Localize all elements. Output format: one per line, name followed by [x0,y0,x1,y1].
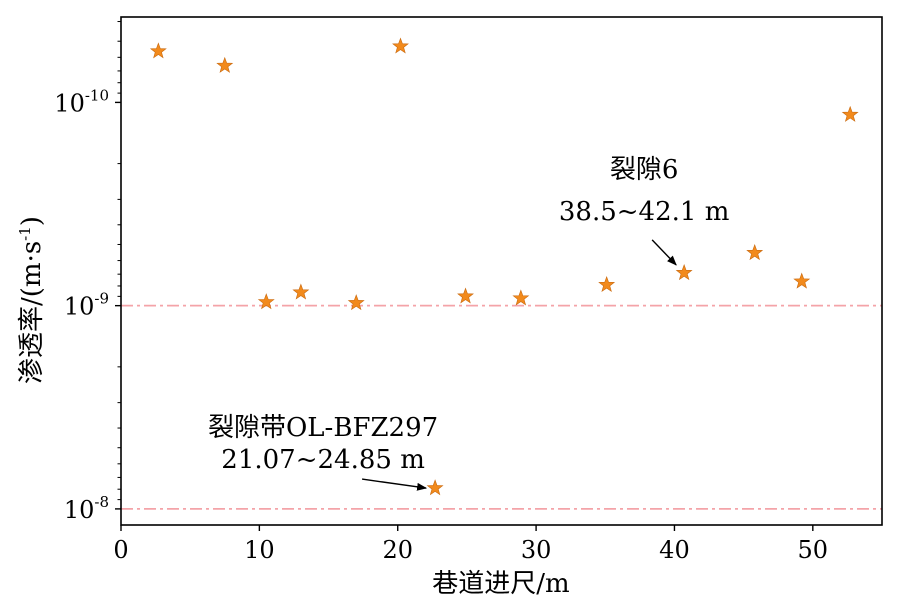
data-point-10 [746,244,764,261]
data-point-9 [675,264,693,281]
data-point-8 [598,275,616,293]
annotation-0-line-0: 裂隙6 [610,155,679,185]
y-axis-label-main: 渗透率/(m·s [17,241,47,384]
x-axis-ticks: 0 10 20 30 40 50 [113,525,828,564]
y-axis-label-close: ) [17,216,47,226]
y-tick-label-1: 10-9 [64,290,109,321]
y-tick-label-2: 10-8 [64,493,109,524]
data-point-13 [426,479,444,496]
data-point-5 [392,37,409,54]
annotation-arrow-0 [651,239,677,266]
data-point-0 [149,42,167,59]
data-point-6 [457,287,474,304]
plot-frame [120,16,883,526]
data-point-4 [347,294,365,311]
data-point-11 [793,272,811,289]
reference-lines [121,304,882,510]
data-markers [149,37,859,496]
x-tick-label-1: 10 [244,536,275,564]
data-point-7 [512,289,530,306]
annotation-1-line-0: 裂隙带OL-BFZ297 [208,413,438,443]
annotation-1-line-1: 21.07~24.85 m [221,445,425,475]
annotation-0-line-1: 38.5~42.1 m [559,197,730,227]
data-point-1 [216,56,234,73]
x-tick-label-2: 20 [382,536,413,564]
data-point-2 [257,293,275,310]
x-tick-label-4: 40 [659,536,690,564]
x-axis-label: 巷道进尺/m [432,569,569,599]
data-point-12 [841,105,859,122]
y-axis-ticks: 10-10 10-9 10-8 [54,21,121,524]
y-axis-label: 渗透率/(m·s-1) [16,216,47,384]
x-tick-label-3: 30 [521,536,552,564]
x-tick-label-5: 50 [798,536,829,564]
annotation-arrow-1 [361,478,428,491]
y-axis-label-sup: -1 [16,226,34,241]
x-tick-label-0: 0 [113,536,128,564]
y-tick-label-0: 10-10 [54,86,109,117]
data-point-3 [292,283,310,300]
